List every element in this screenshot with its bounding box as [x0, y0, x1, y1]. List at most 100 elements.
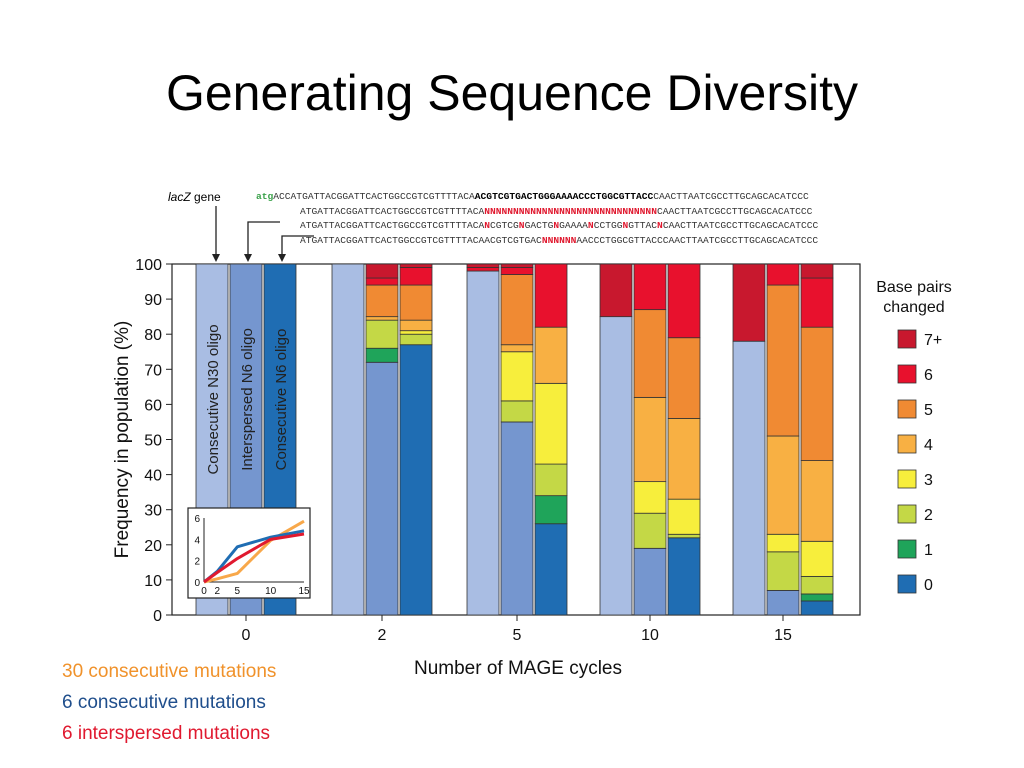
legend-swatch: [897, 469, 917, 489]
bar-segment: [534, 523, 568, 616]
legend-label: 7+: [924, 332, 942, 349]
bar-segment: [365, 316, 399, 321]
mutation-notes: 30 consecutive mutations 6 consecutive m…: [62, 656, 276, 749]
slide-title: Generating Sequence Diversity: [165, 65, 859, 121]
bar-segment: [500, 344, 534, 353]
bar-segment: [466, 267, 500, 272]
bar-segment: [633, 263, 667, 311]
y-tick-label: 80: [144, 327, 162, 344]
bar-segment: [667, 533, 701, 539]
y-tick-label: 0: [153, 608, 162, 625]
note-6-consecutive: 6 consecutive mutations: [62, 692, 266, 713]
bar-segment: [766, 284, 800, 437]
sequence-panel: lacZ gene atgACCATGATTACGGATTCACTGGCCGTC…: [168, 190, 968, 248]
bar-segment: [399, 333, 433, 346]
sequence-row-interspersed: ATGATTACGGATTCACTGGCCGTCGTTTTACANCGTCGNG…: [300, 220, 819, 231]
legend-label: 2: [924, 507, 933, 524]
bar-segment: [800, 277, 834, 328]
bar-segment: [500, 400, 534, 423]
bar-segment: [800, 540, 834, 577]
oligo-label: Interspersed N6 oligo: [239, 328, 256, 471]
inset-x-tick-label: 0: [201, 586, 207, 597]
inset-x-tick-label: 5: [235, 586, 241, 597]
legend-title: Base pairs changed: [876, 279, 952, 316]
bar-segment: [599, 263, 633, 318]
bar-segment: [399, 344, 433, 616]
oligo-arrow: [281, 235, 314, 260]
bar-segment: [766, 263, 800, 286]
bar-segment: [633, 481, 667, 514]
bar-segment: [399, 284, 433, 321]
oligo-label: Consecutive N30 oligo: [205, 324, 222, 474]
bar-segment: [633, 396, 667, 483]
legend-label: 4: [924, 437, 933, 454]
legend-swatch: [897, 434, 917, 454]
bar-segment: [365, 263, 399, 279]
bar-segment: [766, 551, 800, 591]
oligo-arrow: [247, 221, 280, 260]
y-tick-label: 10: [144, 573, 162, 590]
bar-segment: [331, 263, 365, 616]
legend-label: 0: [924, 577, 933, 594]
inset-y-tick-label: 2: [194, 557, 200, 568]
x-axis-label: Number of MAGE cycles: [414, 658, 622, 679]
inset-x-tick-label: 10: [265, 586, 277, 597]
bar-segment: [534, 495, 568, 525]
y-axis-label: Frequency in population (%): [112, 321, 133, 559]
x-tick-label: 10: [641, 627, 659, 644]
bar-segment: [800, 593, 834, 602]
bar-segment: [365, 277, 399, 286]
bar-segment: [534, 326, 568, 384]
bar-segment: [667, 418, 701, 500]
y-tick-label: 30: [144, 503, 162, 520]
legend-swatch: [897, 364, 917, 384]
bar-segment: [667, 337, 701, 419]
bar-segment: [399, 267, 433, 286]
y-tick-label: 40: [144, 468, 162, 485]
inset-y-tick-label: 4: [194, 535, 200, 546]
legend-swatch: [897, 329, 917, 349]
bar-segment: [365, 347, 399, 363]
y-tick-label: 70: [144, 362, 162, 379]
y-tick-label: 20: [144, 538, 162, 555]
bar-segment: [500, 263, 534, 268]
bar-segment: [667, 263, 701, 339]
inset-x-tick-label: 15: [298, 586, 310, 597]
bar-segment: [466, 270, 500, 616]
bar-segment: [500, 274, 534, 346]
y-tick-label: 60: [144, 397, 162, 414]
bar-segment: [534, 263, 568, 328]
oligo-label: Consecutive N6 oligo: [273, 329, 290, 471]
arrow-head: [212, 254, 220, 262]
legend-label: 1: [924, 542, 933, 559]
y-tick-label: 90: [144, 292, 162, 309]
arrow-head: [278, 254, 286, 262]
bar-segment: [633, 309, 667, 398]
legend-swatch: [897, 539, 917, 559]
legend-swatch: [897, 399, 917, 419]
bar-segment: [800, 326, 834, 461]
sequence-row-n30: ATGATTACGGATTCACTGGCCGTCGTTTTACANNNNNNNN…: [300, 205, 813, 217]
legend-label: 5: [924, 402, 933, 419]
legend-label: 6: [924, 367, 933, 384]
bar-segment: [399, 263, 433, 268]
lacz-gene-label: lacZ gene: [168, 190, 221, 204]
note-6-interspersed: 6 interspersed mutations: [62, 723, 271, 744]
y-tick-label: 100: [135, 257, 162, 274]
bar-segment: [365, 361, 399, 616]
bar-segment: [732, 340, 766, 616]
bar-segment: [500, 267, 534, 275]
note-30-consecutive: 30 consecutive mutations: [62, 661, 277, 682]
bar-segment: [800, 460, 834, 542]
bar-segment: [534, 463, 568, 497]
bar-segment: [466, 263, 500, 268]
sequence-row-gene: atgACCATGATTACGGATTCACTGGCCGTCGTTTTACAAC…: [256, 191, 809, 202]
bar-segment: [534, 382, 568, 465]
bar-segment: [633, 512, 667, 549]
bar-segment: [766, 435, 800, 535]
y-tick-label: 50: [144, 433, 162, 450]
legend-label: 3: [924, 472, 933, 489]
x-tick-label: 2: [378, 627, 387, 644]
bar-segment: [500, 421, 534, 616]
